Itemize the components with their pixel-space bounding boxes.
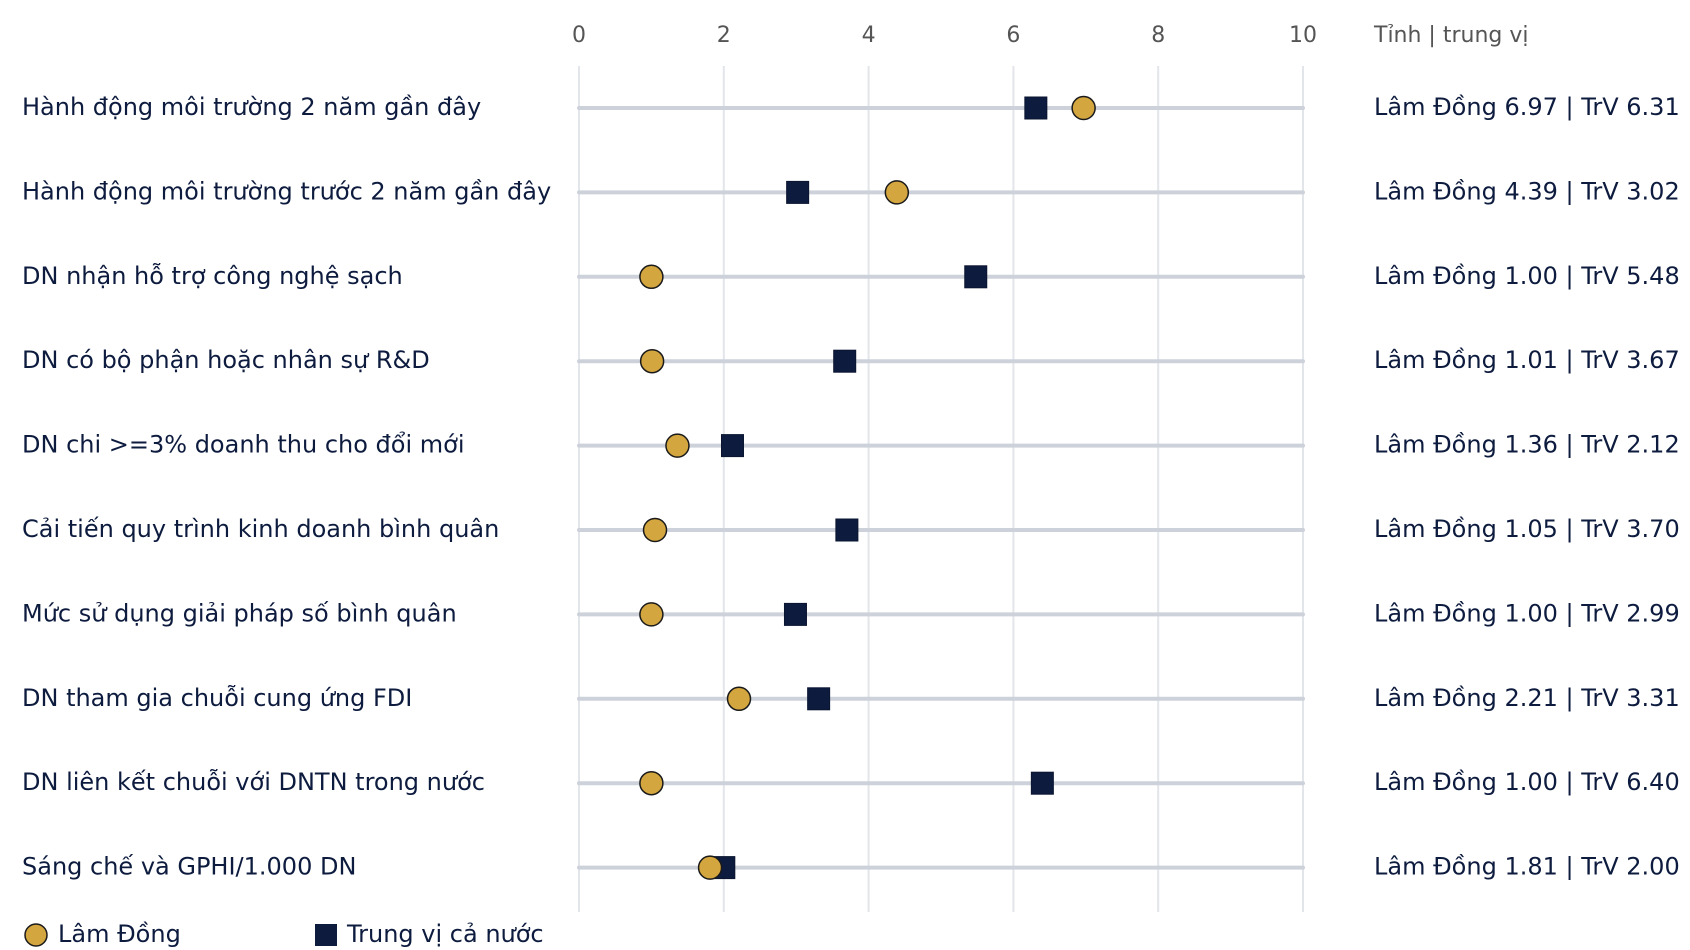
chart-row: Mức sử dụng giải pháp số bình quân Lâm Đồ… [22, 599, 1680, 627]
category-label: DN tham gia chuỗi cung ứng FDI [22, 683, 412, 712]
median-square-marker [833, 349, 857, 373]
legend-square-marker [315, 924, 337, 946]
median-square-marker [964, 265, 988, 289]
grid-lines [578, 66, 1304, 912]
legend-circle-marker [24, 923, 48, 947]
lam-dong-circle-marker [1071, 95, 1096, 121]
lam-dong-circle-marker [697, 855, 723, 880]
median-square-marker [1024, 96, 1048, 120]
chart-row: DN có bộ phận hoặc nhân sự R&D Lâm Đồng 1… [22, 346, 1680, 374]
x-tick-label: 10 [1289, 23, 1317, 48]
row-value-label: Lâm Đồng 1.36 | TrV 2.12 [1374, 431, 1680, 459]
chart-row: Hành động môi trường 2 năm gần đây Lâm Đồ… [22, 93, 1680, 121]
median-square-marker [1030, 771, 1054, 795]
category-label: Cải tiến quy trình kinh doanh bình quân [22, 515, 499, 543]
row-value-label: Lâm Đồng 1.81 | TrV 2.00 [1374, 853, 1680, 881]
lam-dong-circle-marker [639, 264, 664, 290]
median-square-marker [807, 687, 831, 711]
x-tick-label: 8 [1151, 23, 1165, 48]
category-label: Hành động môi trường 2 năm gần đây [22, 93, 481, 121]
x-tick-label: 2 [717, 23, 731, 48]
chart-row: Cải tiến quy trình kinh doanh bình quân L… [22, 515, 1680, 543]
legend: Lâm Đồng Trung vị cả nước [24, 920, 544, 948]
chart-rows: Hành động môi trường 2 năm gần đây Lâm Đồ… [22, 93, 1680, 881]
chart-row: Sáng chế và GPHI/1.000 DN Lâm Đồng 1.81 |… [22, 853, 1680, 881]
legend-label-median: Trung vị cả nước [346, 920, 544, 948]
x-tick-label: 4 [862, 23, 876, 48]
lam-dong-circle-marker [665, 433, 690, 458]
category-label: DN chi >=3% doanh thu cho đổi mới [22, 431, 465, 459]
lam-dong-circle-marker [639, 602, 664, 627]
median-square-marker [720, 434, 744, 458]
lam-dong-circle-marker [726, 686, 752, 712]
lam-dong-circle-marker [639, 348, 665, 374]
legend-label-lam-dong: Lâm Đồng [58, 920, 181, 948]
row-value-label: Lâm Đồng 1.05 | TrV 3.70 [1374, 515, 1680, 543]
row-value-label: Lâm Đồng 4.39 | TrV 3.02 [1374, 177, 1680, 205]
lam-dong-circle-marker [639, 770, 664, 796]
row-value-label: Lâm Đồng 1.00 | TrV 2.99 [1374, 599, 1680, 627]
x-tick-label: 0 [572, 23, 586, 48]
row-value-label: Lâm Đồng 1.00 | TrV 5.48 [1374, 262, 1680, 290]
lam-dong-circle-marker [884, 180, 910, 205]
chart-row: Hành động môi trường trước 2 năm gần đây… [22, 177, 1680, 205]
row-value-label: Lâm Đồng 2.21 | TrV 3.31 [1374, 684, 1680, 712]
median-square-marker [786, 180, 810, 204]
x-tick-label: 6 [1006, 23, 1020, 48]
row-value-label: Lâm Đồng 1.01 | TrV 3.67 [1374, 346, 1680, 374]
category-label: Sáng chế và GPHI/1.000 DN [22, 853, 356, 881]
median-square-marker [783, 602, 807, 626]
right-column-header: Tỉnh | trung vị [1373, 23, 1528, 48]
chart-row: DN chi >=3% doanh thu cho đổi mới Lâm Đồn… [22, 431, 1680, 459]
x-axis-ticks: 0 2 4 6 8 10 [572, 23, 1317, 48]
median-square-marker [835, 518, 859, 542]
row-value-label: Lâm Đồng 6.97 | TrV 6.31 [1374, 93, 1680, 121]
chart-row: DN tham gia chuỗi cung ứng FDI Lâm Đồng 2… [22, 683, 1680, 712]
lam-dong-circle-marker [642, 517, 668, 543]
chart-row: DN nhận hỗ trợ công nghệ sạch Lâm Đồng 1.… [22, 261, 1680, 290]
category-label: DN nhận hỗ trợ công nghệ sạch [22, 261, 403, 290]
category-label: Mức sử dụng giải pháp số bình quân [22, 599, 457, 627]
category-label: DN liên kết chuỗi với DNTN trong nước [22, 767, 485, 796]
row-value-label: Lâm Đồng 1.00 | TrV 6.40 [1374, 768, 1680, 796]
category-label: DN có bộ phận hoặc nhân sự R&D [22, 346, 430, 374]
category-label: Hành động môi trường trước 2 năm gần đây [22, 177, 551, 205]
chart-row: DN liên kết chuỗi với DNTN trong nước Lâm… [22, 767, 1680, 796]
